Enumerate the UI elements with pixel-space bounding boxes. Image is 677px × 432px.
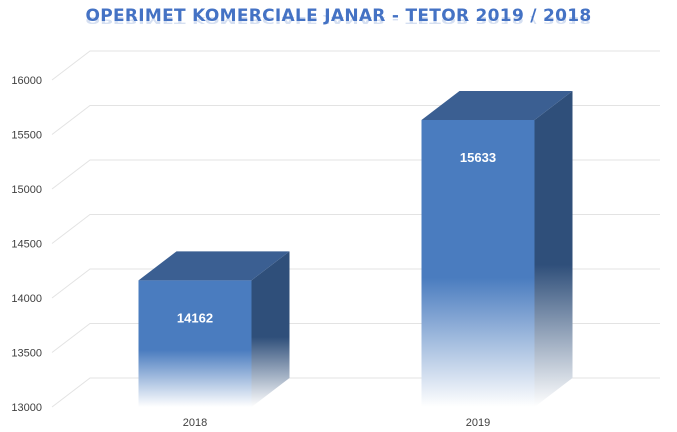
chart-title: OPERIMET KOMERCIALE JANAR - TETOR 2019 /… xyxy=(85,6,592,26)
x-tick-label: 2018 xyxy=(183,417,207,429)
gridline xyxy=(51,50,660,81)
bar-side xyxy=(534,91,573,408)
bar-2018 xyxy=(138,251,290,407)
y-tick-label: 15000 xyxy=(11,184,42,196)
y-tick-label: 14500 xyxy=(11,239,42,251)
bar-2019 xyxy=(421,91,573,408)
bar-top xyxy=(421,91,573,121)
y-tick-label: 13000 xyxy=(11,402,42,414)
y-tick-label: 15500 xyxy=(11,130,42,142)
data-label: 14162 xyxy=(177,310,213,325)
y-axis: 13000 13500 14000 14500 15000 15500 16000 xyxy=(11,75,42,414)
x-axis: 2018 2019 xyxy=(183,417,490,429)
bar-front xyxy=(421,120,535,408)
y-tick-label: 14000 xyxy=(11,293,42,305)
bar-top xyxy=(138,251,290,281)
y-tick-label: 16000 xyxy=(11,75,42,87)
x-tick-label: 2019 xyxy=(466,417,490,429)
data-label: 15633 xyxy=(460,150,496,165)
bars: 14162 15633 xyxy=(138,91,573,408)
y-tick-label: 13500 xyxy=(11,348,42,360)
bar-side xyxy=(251,251,290,407)
bar-front xyxy=(138,280,252,407)
